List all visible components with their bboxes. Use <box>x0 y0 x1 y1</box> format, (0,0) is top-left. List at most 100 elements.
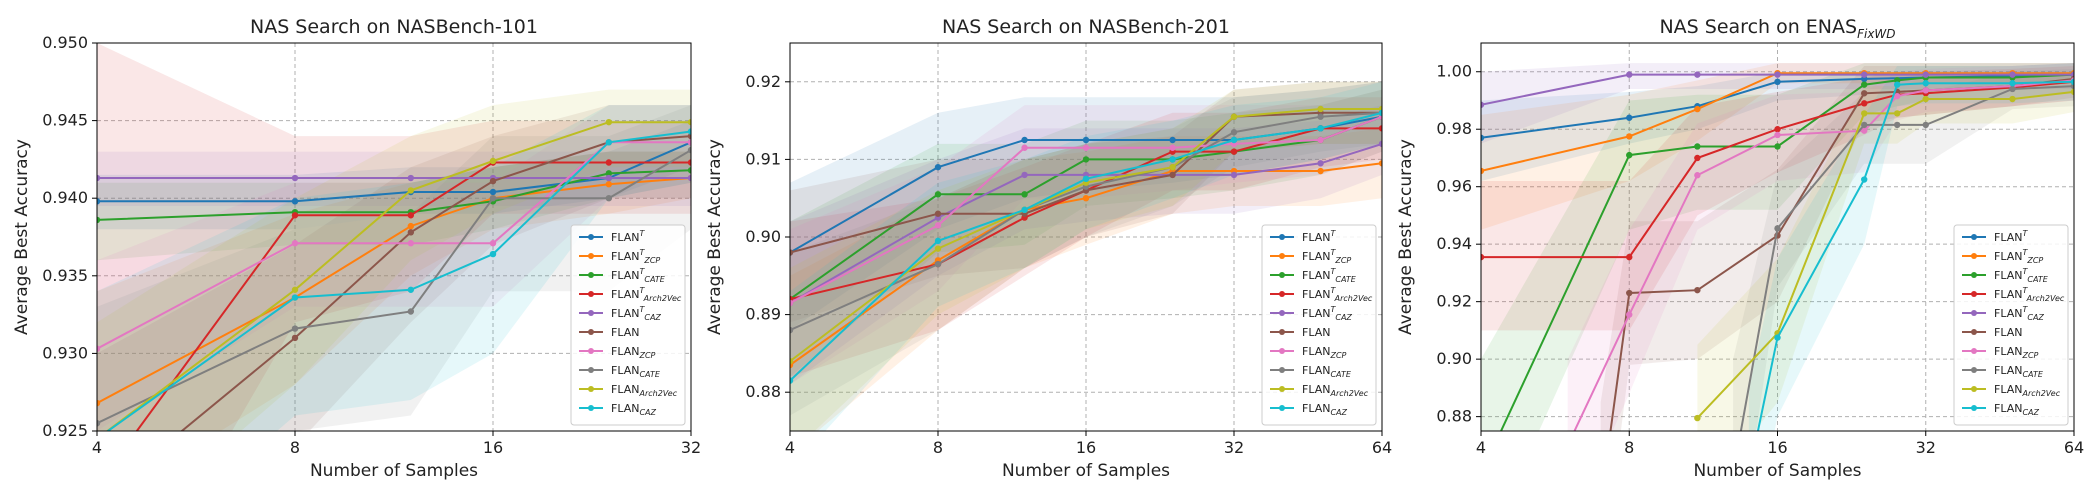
data-point <box>1021 206 1028 214</box>
data-point <box>605 139 613 146</box>
y-tick-label: 0.950 <box>42 33 88 52</box>
legend-marker <box>1279 367 1285 373</box>
legend-marker <box>588 386 594 392</box>
data-point <box>489 177 497 185</box>
x-tick-label: 4 <box>785 438 795 457</box>
data-point <box>1893 110 1901 117</box>
data-point <box>1694 286 1701 294</box>
x-tick-label: 8 <box>290 438 300 457</box>
x-tick-label: 4 <box>1476 438 1486 457</box>
confidence-band-series-8 <box>1733 68 2074 431</box>
legend-subscript: ZCP <box>643 256 660 265</box>
confidence-band-series-9 <box>1697 71 2074 431</box>
legend: FLANTFLANTZCPFLANTCATEFLANTArch2VecFLANT… <box>1953 224 2069 426</box>
confidence-band-series-7 <box>790 89 1382 385</box>
y-axis-label: Average Best Accuracy <box>12 139 32 335</box>
legend-subscript: CATE <box>639 370 660 379</box>
legend-subscript: ZCP <box>1329 351 1346 360</box>
data-point <box>2070 88 2074 96</box>
series-line-2 <box>790 162 1382 366</box>
y-tick-label: 1.00 <box>1436 62 1472 81</box>
y-tick-label: 0.98 <box>1436 119 1472 138</box>
legend-superscript: T <box>639 229 645 238</box>
x-tick-label: 64 <box>2064 438 2084 457</box>
legend-marker <box>1971 291 1977 297</box>
data-point <box>1230 136 1238 144</box>
legend-superscript: T <box>2022 305 2028 314</box>
x-tick-label: 16 <box>483 438 503 457</box>
legend-subscript: Arch2Vec <box>1334 294 1373 303</box>
data-point <box>1694 172 1701 179</box>
confidence-band-series-10 <box>1748 63 2074 431</box>
data-point <box>1317 105 1324 113</box>
data-point <box>1922 121 1929 129</box>
x-tick-label: 64 <box>1372 438 1392 457</box>
legend-superscript: T <box>1330 248 1336 257</box>
y-tick-label: 0.88 <box>1436 407 1472 426</box>
data-point <box>605 118 613 126</box>
data-point <box>1082 175 1090 182</box>
data-point <box>291 334 299 342</box>
data-point <box>97 174 101 182</box>
plot-area <box>1481 63 2074 448</box>
data-point <box>1893 81 1901 88</box>
x-tick-label: 32 <box>1224 438 1244 457</box>
data-point <box>407 286 415 293</box>
legend: FLANTFLANTZCPFLANTCATEFLANTArch2VecFLANT… <box>1261 224 1377 426</box>
y-tick-label: 0.90 <box>1436 349 1472 368</box>
data-point <box>687 159 691 166</box>
legend-marker <box>1279 348 1285 354</box>
confidence-band-series-4 <box>1481 66 2074 331</box>
data-point <box>1694 71 1701 78</box>
data-point <box>489 195 497 202</box>
data-point <box>1774 334 1781 341</box>
data-point <box>97 345 101 352</box>
data-point <box>97 399 101 407</box>
series-line-7 <box>97 141 691 350</box>
legend-label: FLANT <box>1994 229 2028 244</box>
legend-superscript: T <box>1330 286 1336 295</box>
data-point <box>1230 113 1238 120</box>
y-tick-label: 0.94 <box>1436 234 1472 253</box>
y-tick-label: 0.945 <box>42 111 88 130</box>
data-point <box>97 420 101 427</box>
legend-superscript: T <box>2022 267 2028 276</box>
data-point <box>2009 85 2016 93</box>
data-point <box>1626 311 1633 318</box>
confidence-band-series-9 <box>97 89 691 431</box>
legend-subscript: CAZ <box>2027 313 2044 322</box>
data-point <box>1169 163 1176 171</box>
y-tick-label: 0.925 <box>42 421 88 440</box>
legend-marker <box>1279 253 1285 259</box>
legend-label: FLANT <box>1302 229 1336 244</box>
data-point <box>790 326 794 334</box>
data-point <box>605 170 613 177</box>
data-point <box>291 198 299 205</box>
legend-superscript: T <box>2022 286 2028 295</box>
data-point <box>407 212 415 219</box>
legend-marker <box>588 234 594 240</box>
legend-marker <box>1971 272 1977 278</box>
confidence-band-series-3 <box>790 89 1382 377</box>
data-point <box>605 174 613 182</box>
data-point <box>1565 442 1571 448</box>
data-point <box>934 191 942 198</box>
data-point <box>407 229 415 236</box>
data-point <box>1893 92 1901 100</box>
legend-subscript: CATE <box>1330 370 1351 379</box>
data-point <box>687 146 691 154</box>
data-point <box>1481 101 1485 108</box>
data-point <box>291 325 299 332</box>
confidence-band-series-6 <box>1600 63 2074 431</box>
data-point <box>1774 225 1781 232</box>
data-point <box>1082 144 1090 151</box>
legend-superscript: T <box>639 305 645 314</box>
data-point <box>489 157 497 165</box>
data-point <box>1626 151 1633 159</box>
data-point <box>2009 71 2016 78</box>
data-point <box>2009 95 2016 103</box>
data-point <box>1694 154 1701 162</box>
legend-marker <box>1971 386 1977 392</box>
data-point <box>1021 144 1028 151</box>
data-point <box>1169 144 1176 151</box>
